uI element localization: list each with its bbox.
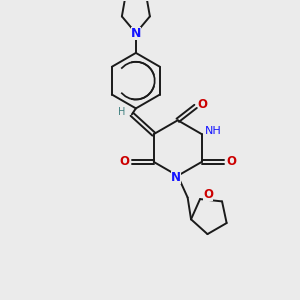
Text: H: H (118, 107, 126, 117)
Text: O: O (226, 155, 236, 168)
Text: N: N (131, 27, 141, 40)
Text: O: O (203, 188, 213, 201)
Text: O: O (197, 98, 208, 111)
Text: O: O (119, 155, 129, 168)
Text: N: N (171, 171, 181, 184)
Text: NH: NH (205, 126, 222, 136)
